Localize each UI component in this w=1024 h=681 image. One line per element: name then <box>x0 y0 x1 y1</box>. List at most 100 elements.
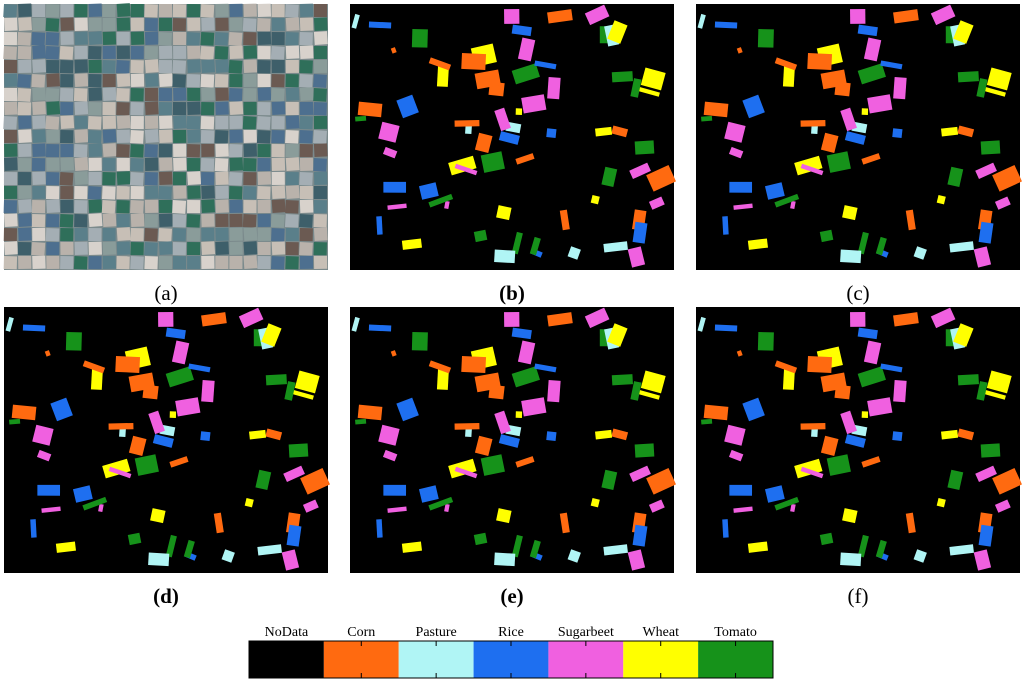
legend-label: Sugarbeet <box>558 625 614 640</box>
field <box>22 324 46 332</box>
field <box>697 316 706 332</box>
field <box>102 87 117 101</box>
field <box>448 155 477 176</box>
field <box>169 456 189 468</box>
field <box>116 73 131 87</box>
field <box>130 46 144 60</box>
field <box>74 241 88 255</box>
field <box>857 24 878 37</box>
field <box>158 144 173 158</box>
field <box>387 203 407 210</box>
field <box>144 241 158 256</box>
field <box>215 143 229 157</box>
field <box>144 199 159 213</box>
field <box>144 59 159 73</box>
field <box>302 499 319 513</box>
field <box>313 242 327 256</box>
field <box>228 185 243 200</box>
field <box>494 249 516 264</box>
field <box>9 418 21 425</box>
field <box>228 32 243 46</box>
field <box>201 213 215 227</box>
field <box>286 524 302 547</box>
field <box>454 422 480 430</box>
field <box>88 227 102 242</box>
field <box>630 381 642 401</box>
field <box>355 418 367 425</box>
field <box>842 508 858 524</box>
field <box>697 13 706 29</box>
field <box>183 539 195 559</box>
field <box>242 214 257 228</box>
field <box>949 241 974 253</box>
field <box>764 182 785 200</box>
field <box>44 350 51 357</box>
field <box>844 434 866 448</box>
field <box>186 32 201 46</box>
field <box>116 186 130 200</box>
field <box>368 324 392 332</box>
legend-swatch <box>398 641 474 678</box>
field <box>601 469 618 490</box>
field <box>567 549 581 563</box>
field <box>257 544 282 556</box>
field <box>18 59 32 73</box>
field <box>187 59 201 73</box>
field <box>480 454 505 476</box>
field <box>46 157 60 171</box>
field <box>201 312 227 327</box>
field <box>32 115 46 129</box>
field <box>88 255 102 270</box>
field <box>200 157 215 172</box>
field <box>285 17 300 31</box>
field <box>474 132 493 153</box>
field <box>936 498 946 508</box>
field <box>271 32 285 46</box>
field <box>428 193 454 208</box>
field <box>701 115 713 122</box>
field <box>116 115 131 129</box>
field <box>357 404 383 421</box>
field <box>632 524 648 547</box>
field <box>444 503 450 513</box>
field <box>454 163 478 176</box>
field <box>200 431 211 441</box>
field <box>559 512 570 534</box>
field <box>703 101 729 118</box>
field <box>116 129 131 143</box>
field <box>257 157 271 172</box>
field <box>201 59 215 73</box>
field <box>820 435 839 456</box>
field <box>144 157 159 171</box>
field <box>351 316 360 332</box>
field <box>257 31 272 45</box>
field <box>313 87 327 102</box>
field <box>285 74 299 88</box>
field <box>46 255 60 269</box>
field <box>4 73 18 87</box>
field <box>742 397 765 422</box>
field <box>595 126 613 137</box>
field <box>186 73 201 88</box>
field <box>257 87 272 101</box>
field <box>186 228 201 242</box>
field <box>313 171 328 185</box>
field <box>102 172 116 186</box>
field <box>60 227 74 242</box>
field <box>299 17 314 31</box>
field <box>172 214 187 228</box>
field <box>144 4 158 18</box>
field <box>229 115 243 129</box>
field <box>158 213 173 227</box>
field <box>169 411 177 418</box>
field <box>108 466 132 479</box>
field <box>242 115 257 130</box>
field <box>595 429 613 440</box>
field <box>45 227 60 242</box>
field <box>504 8 520 24</box>
field <box>158 4 173 18</box>
field <box>857 534 869 558</box>
field <box>158 199 173 213</box>
field <box>947 166 964 187</box>
field <box>115 355 141 373</box>
